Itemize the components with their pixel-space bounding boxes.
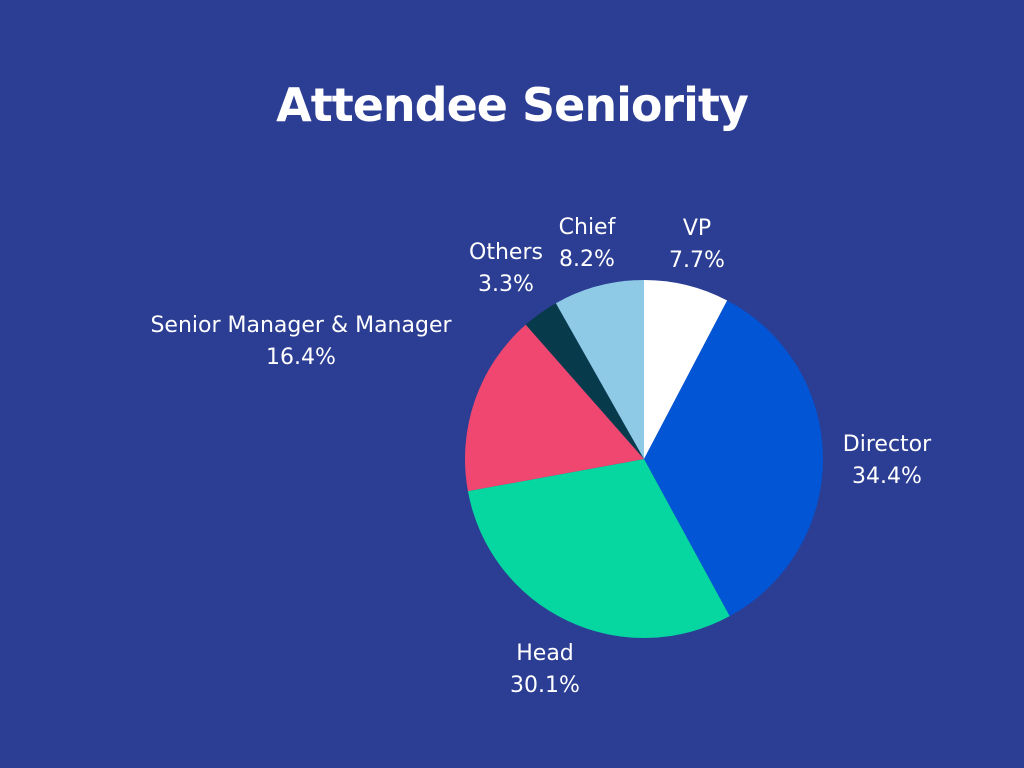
pie-slice-head [467, 459, 730, 638]
slice-name-label-chief: Chief [559, 215, 617, 240]
slice-name-label-head: Head [516, 641, 574, 666]
pie-slice-director [644, 300, 823, 617]
slice-value-label-senior-manager-and-manager: 16.4% [266, 345, 336, 370]
slice-name-label-others: Others [469, 240, 543, 265]
slice-name-label-director: Director [843, 432, 932, 457]
pie-slice-vp [644, 280, 728, 459]
slice-name-label-vp: VP [683, 216, 711, 241]
pie-slice-senior-manager-and-manager [465, 324, 644, 492]
pie-labels: VP 7.7% Director 34.4% Head 30.1% Senior Manag… [150, 215, 932, 698]
chart-title: Attendee Seniority [276, 78, 749, 132]
pie-slice-others [525, 303, 644, 459]
slice-value-label-chief: 8.2% [559, 247, 615, 272]
slice-value-label-others: 3.3% [478, 272, 534, 297]
slice-value-label-head: 30.1% [510, 673, 580, 698]
slice-value-label-vp: 7.7% [669, 248, 725, 273]
pie-slices [465, 280, 823, 638]
slice-name-label-senior-manager-and-manager: Senior Manager & Manager [150, 313, 452, 338]
slice-value-label-director: 34.4% [852, 464, 922, 489]
pie-slice-chief [555, 280, 644, 459]
